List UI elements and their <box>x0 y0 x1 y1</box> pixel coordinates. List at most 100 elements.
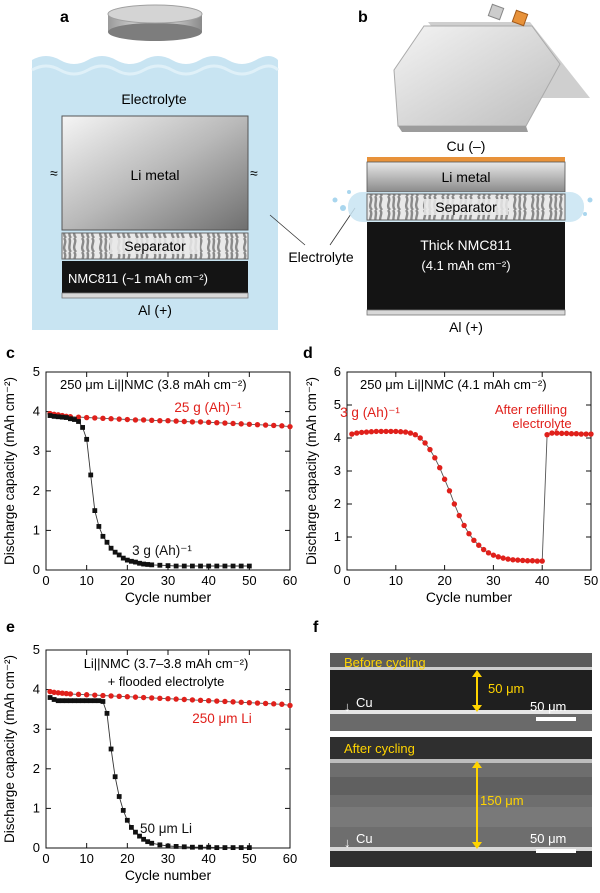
data-point <box>500 555 506 561</box>
data-point <box>287 702 293 709</box>
chart-c: 0 10 20 30 40 50 60 0 1 2 3 4 5 Cycle number Discharge… <box>2 364 297 605</box>
y-tick-label: 2 <box>33 483 40 498</box>
data-point <box>378 428 384 435</box>
data-point <box>246 421 253 427</box>
data-point <box>83 414 90 421</box>
data-point <box>76 419 81 424</box>
data-point <box>358 429 365 436</box>
data-point <box>190 563 195 569</box>
data-point <box>471 537 477 543</box>
x-tick-label: 30 <box>486 573 500 588</box>
panel-b-li-metal-label: Li metal <box>441 169 490 185</box>
data-point <box>222 563 228 569</box>
before-scale-bar <box>536 717 576 721</box>
data-point <box>262 422 269 428</box>
data-point <box>88 472 94 478</box>
after-thickness-label: 150 μm <box>480 793 524 808</box>
panel-a-li-metal <box>61 115 249 231</box>
data-point <box>230 563 236 569</box>
x-axis-label: Cycle number <box>426 589 513 605</box>
x-tick-label: 20 <box>120 851 134 866</box>
panel-a-al-label: Al (+) <box>138 302 172 318</box>
panel-b: b Cu (–) Li metal Separator Thick NMC811… <box>332 3 593 335</box>
data-point <box>47 413 53 418</box>
panel-b-cathode-label-2: (4.1 mAh cm⁻²) <box>421 258 510 273</box>
data-point <box>230 845 236 851</box>
data-point <box>271 422 277 429</box>
data-point <box>466 531 472 537</box>
data-point <box>165 418 171 424</box>
data-point <box>254 421 261 428</box>
data-point <box>72 698 77 704</box>
after-cycling-title: After cycling <box>344 741 415 756</box>
data-point <box>476 542 482 548</box>
data-point <box>238 699 244 705</box>
data-point <box>519 557 526 564</box>
data-point <box>578 431 584 437</box>
panel-a-cathode-label: NMC811 (~1 mAh cm⁻²) <box>68 271 208 286</box>
data-point <box>120 555 126 561</box>
data-point <box>214 698 220 704</box>
data-point <box>495 554 501 560</box>
data-point <box>173 844 179 849</box>
x-tick-label: 0 <box>343 573 350 588</box>
data-point <box>96 698 102 704</box>
data-point <box>181 563 187 569</box>
panel-a-separator-label: Separator <box>124 238 186 254</box>
data-point <box>165 563 171 569</box>
data-point <box>92 692 98 698</box>
data-point <box>140 417 147 423</box>
series-line <box>351 430 591 562</box>
data-point <box>141 836 146 842</box>
panel-a-cathode <box>62 261 248 293</box>
data-point <box>84 436 90 442</box>
x-tick-label: 40 <box>201 573 215 588</box>
panel-a-li-metal-label: Li metal <box>130 167 179 183</box>
data-point <box>222 845 228 851</box>
data-point <box>47 688 53 695</box>
data-point <box>132 417 139 423</box>
panel-e-letter: e <box>6 619 15 636</box>
after-cu-label: Cu <box>356 831 373 846</box>
x-tick-label: 30 <box>161 851 175 866</box>
data-point <box>485 550 492 556</box>
data-point <box>397 429 404 435</box>
data-point <box>116 693 122 700</box>
y-tick-label: 4 <box>33 404 40 419</box>
data-point <box>141 561 146 567</box>
data-point <box>510 557 516 563</box>
series-label: 3 g (Ah)⁻¹ <box>132 543 192 558</box>
data-point <box>129 558 134 564</box>
before-cu-arrow: ↓ <box>344 699 351 714</box>
chart-e: 0 10 20 30 40 50 60 0 1 2 3 4 5 Cycle number Discharge… <box>2 642 297 883</box>
data-point <box>137 833 142 839</box>
series-label: 25 g (Ah)⁻¹ <box>174 400 242 415</box>
x-axis-label: Cycle number <box>125 589 212 605</box>
data-point <box>197 419 204 425</box>
y-tick-label: 3 <box>33 721 40 736</box>
data-point <box>100 692 106 699</box>
data-point <box>149 840 155 846</box>
data-point <box>230 420 236 427</box>
before-scale-label: 50 μm <box>530 699 567 714</box>
data-point <box>539 558 545 564</box>
panel-a-al-foil <box>61 292 249 299</box>
data-point <box>75 414 82 420</box>
data-point <box>116 552 122 558</box>
data-point <box>157 418 163 424</box>
data-point <box>205 697 212 704</box>
y-tick-label: 1 <box>33 800 40 815</box>
data-point <box>108 746 114 752</box>
data-point <box>108 693 114 699</box>
data-point <box>279 423 285 429</box>
data-point <box>157 562 163 568</box>
y-tick-label: 3 <box>334 463 341 478</box>
data-point <box>583 431 589 437</box>
data-point <box>124 817 130 823</box>
data-point <box>149 695 155 701</box>
data-point <box>230 699 236 705</box>
pouch-cell-icon <box>393 3 590 132</box>
data-point <box>59 698 65 704</box>
data-point <box>51 689 57 696</box>
